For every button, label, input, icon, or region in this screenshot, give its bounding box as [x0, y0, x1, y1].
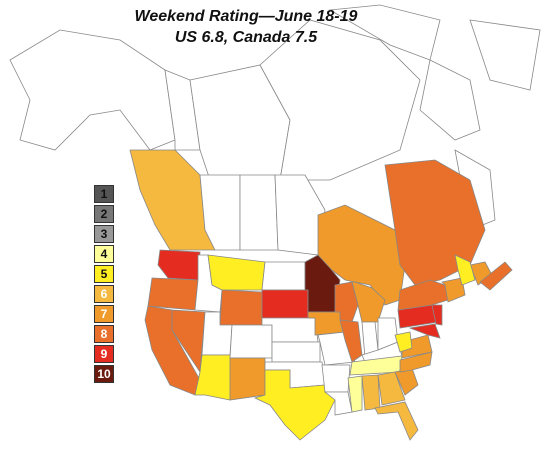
region-illinois: [339, 319, 363, 363]
region-alaska: [9, 29, 176, 151]
map-subtitle: US 6.8, Canada 7.5: [174, 29, 318, 46]
legend-item-7: 7: [94, 305, 114, 323]
legend-item-8: 8: [94, 325, 114, 343]
region-nova-scotia: [479, 261, 513, 291]
region-nunavut: [259, 19, 421, 181]
region-washington: [157, 249, 201, 281]
region-arkansas: [321, 364, 351, 393]
region-new-mexico: [229, 357, 266, 401]
region-florida: [374, 401, 419, 441]
region-louisiana: [323, 391, 353, 416]
region-mississippi: [347, 375, 363, 413]
region-alberta: [199, 174, 241, 251]
region-west-virginia: [394, 331, 413, 353]
map-regions: [9, 4, 541, 441]
region-new-england: [441, 277, 466, 303]
region-wyoming: [219, 289, 263, 326]
legend-item-3: 3: [94, 225, 114, 243]
legend-item-4: 4: [94, 245, 114, 263]
region-maine: [454, 254, 476, 286]
region-baffin: [419, 59, 481, 141]
region-alabama: [361, 374, 381, 411]
region-saskatchewan: [239, 174, 279, 251]
rating-legend: 1 2 3 4 5 6 7 8 9 10: [94, 185, 116, 385]
region-kansas: [271, 341, 321, 363]
region-north-dakota: [261, 261, 306, 291]
region-manitoba: [274, 174, 326, 256]
region-maryland: [408, 323, 441, 339]
region-new-jersey: [431, 304, 443, 326]
region-oregon: [147, 277, 199, 311]
legend-item-2: 2: [94, 205, 114, 223]
region-montana: [207, 254, 266, 291]
region-quebec: [384, 159, 486, 286]
region-texas: [253, 369, 336, 441]
map-title-block: Weekend Rating—June 18-19 US 6.8, Canada…: [96, 6, 396, 48]
region-greenland-edge: [469, 19, 541, 91]
region-south-dakota: [261, 289, 309, 319]
legend-item-10: 10: [94, 365, 114, 383]
region-georgia: [377, 371, 406, 406]
legend-item-6: 6: [94, 285, 114, 303]
legend-item-1: 1: [94, 185, 114, 203]
legend-item-9: 9: [94, 345, 114, 363]
region-arctic-islands: [328, 4, 441, 61]
region-colorado: [229, 324, 273, 359]
legend-item-5: 5: [94, 265, 114, 283]
map-title: Weekend Rating—June 18-19: [134, 8, 358, 25]
